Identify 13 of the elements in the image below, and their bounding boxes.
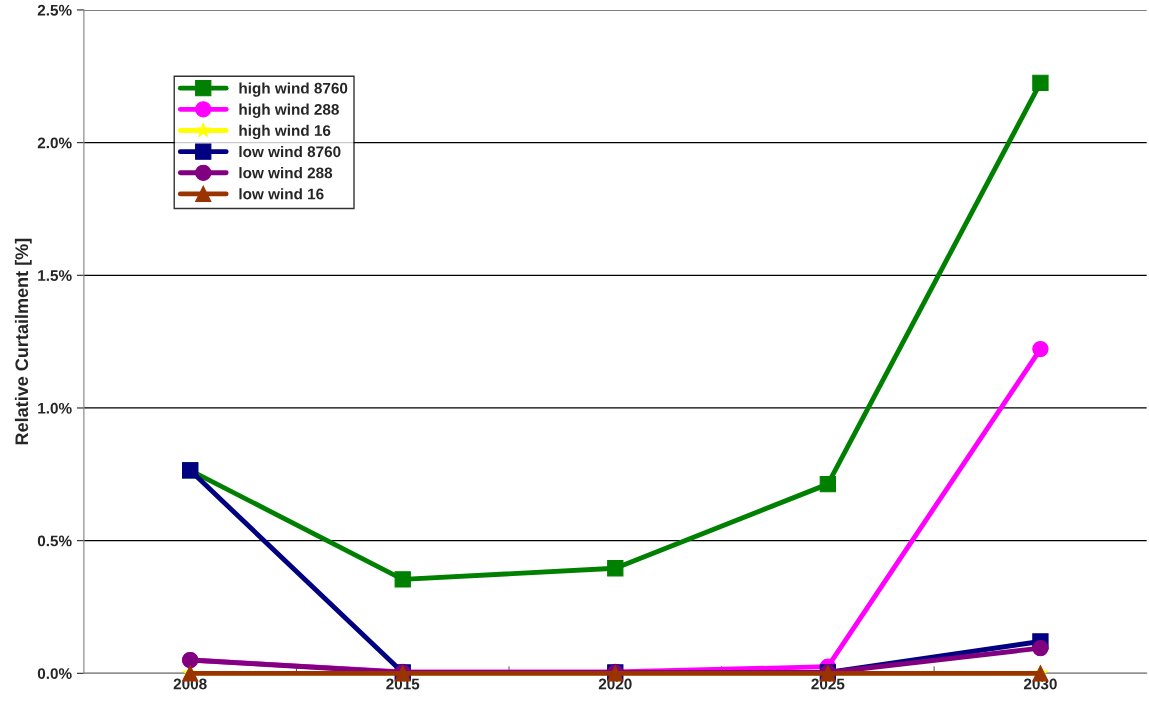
legend-label: low wind 16 (239, 188, 324, 200)
legend-label: low wind 8760 (239, 145, 341, 158)
y-tick-label: 1.0% (38, 402, 72, 414)
y-tick-label: 2.0% (37, 137, 72, 149)
y-axis-title: Relative Curtailment [%] (14, 238, 32, 445)
legend-label: high wind 8760 (239, 82, 348, 97)
y-tick-label: 0.0% (37, 668, 72, 679)
legend-label: high wind 16 (239, 124, 331, 140)
legend-label: low wind 288 (239, 167, 333, 179)
y-tick-label: 1.5% (38, 270, 72, 281)
legend-label: high wind 288 (239, 103, 339, 118)
y-tick-label: 0.5% (37, 535, 72, 547)
y-tick-label: 2.5% (37, 4, 72, 16)
